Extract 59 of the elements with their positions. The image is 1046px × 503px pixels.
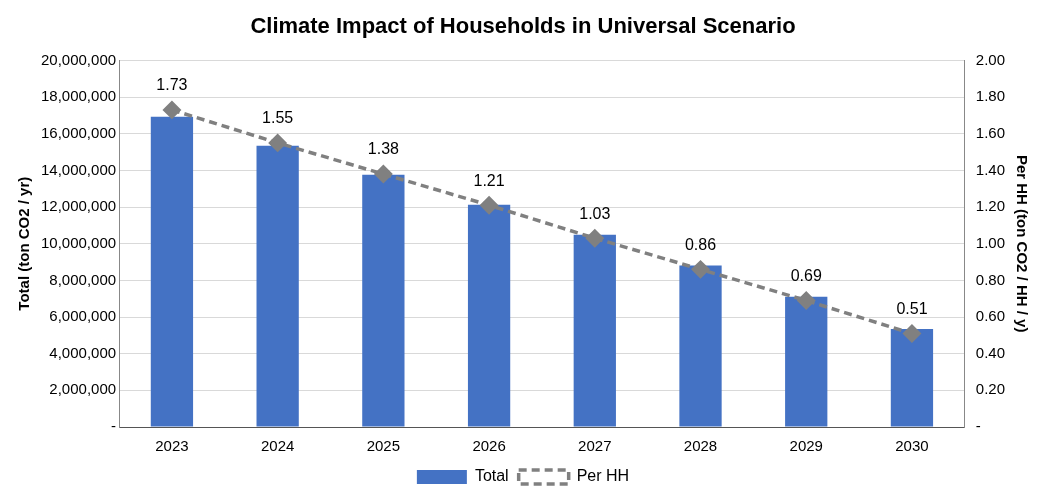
data-label: 0.51	[896, 299, 928, 317]
y-tick-label: 4,000,000	[49, 343, 117, 361]
x-tick-label: 2023	[155, 437, 189, 455]
x-tick-label: 2029	[789, 437, 823, 455]
y-tick-label: 16,000,000	[41, 123, 117, 141]
y2-tick-label: 0.60	[975, 307, 1006, 325]
bar	[467, 204, 511, 427]
bar	[573, 234, 616, 427]
y-tick-label: 2,000,000	[49, 380, 117, 398]
data-label: 1.03	[579, 204, 611, 222]
y-tick-label: 8,000,000	[49, 270, 117, 288]
data-label: 1.55	[262, 109, 294, 127]
y-tick-label: 14,000,000	[41, 160, 117, 178]
data-label: 1.73	[156, 76, 188, 94]
data-label: 0.86	[684, 235, 717, 253]
chart-title: Climate Impact of Households in Universal Scenario	[250, 13, 796, 39]
y2-tick-label: 1.40	[975, 160, 1006, 178]
bar	[362, 174, 405, 427]
bar	[256, 145, 299, 427]
bar	[150, 116, 194, 427]
y-axis-title: Total (ton CO2 / yr)	[15, 176, 33, 311]
y2-tick-label: 0.80	[975, 270, 1006, 288]
legend-label: Total	[474, 467, 509, 485]
x-tick-label: 2026	[472, 437, 506, 455]
data-label: 0.69	[790, 266, 822, 284]
y2-tick-label: 0.20	[975, 380, 1006, 398]
x-tick-label: 2024	[260, 437, 295, 455]
y-tick-label: 18,000,000	[41, 87, 117, 105]
point	[691, 260, 710, 279]
y2-axis-title: Per HH (ton CO2 / HH / y)	[1013, 154, 1031, 333]
bar	[679, 265, 722, 427]
y-tick-label: 20,000,000	[41, 50, 117, 68]
point	[163, 101, 181, 119]
y2-tick-label: 1.80	[975, 87, 1006, 105]
x-tick-label: 2025	[366, 437, 401, 455]
y2-tick-label: 1.60	[975, 123, 1006, 141]
point	[903, 324, 921, 343]
point	[374, 165, 393, 183]
y2-tick-label: -	[975, 417, 981, 435]
point	[797, 291, 815, 310]
bar	[785, 296, 828, 427]
x-tick-label: 2030	[895, 437, 929, 455]
point	[586, 229, 604, 247]
y-tick-label: 10,000,000	[41, 233, 117, 251]
y-tick-label: 12,000,000	[41, 197, 117, 215]
y2-tick-label: 1.00	[975, 233, 1006, 251]
point	[480, 196, 498, 214]
data-label: 1.38	[367, 140, 400, 158]
data-label: 1.21	[473, 171, 505, 189]
y2-tick-label: 1.20	[975, 197, 1006, 215]
point	[268, 134, 287, 152]
x-tick-label: 2027	[578, 437, 612, 455]
bar	[890, 329, 934, 427]
y2-tick-label: 2.00	[975, 50, 1006, 68]
y-tick-label: -	[111, 417, 117, 435]
x-tick-label: 2028	[683, 437, 718, 455]
legend-label: Per HH	[576, 467, 630, 485]
y2-tick-label: 0.40	[975, 343, 1006, 361]
y-tick-label: 6,000,000	[49, 307, 117, 325]
